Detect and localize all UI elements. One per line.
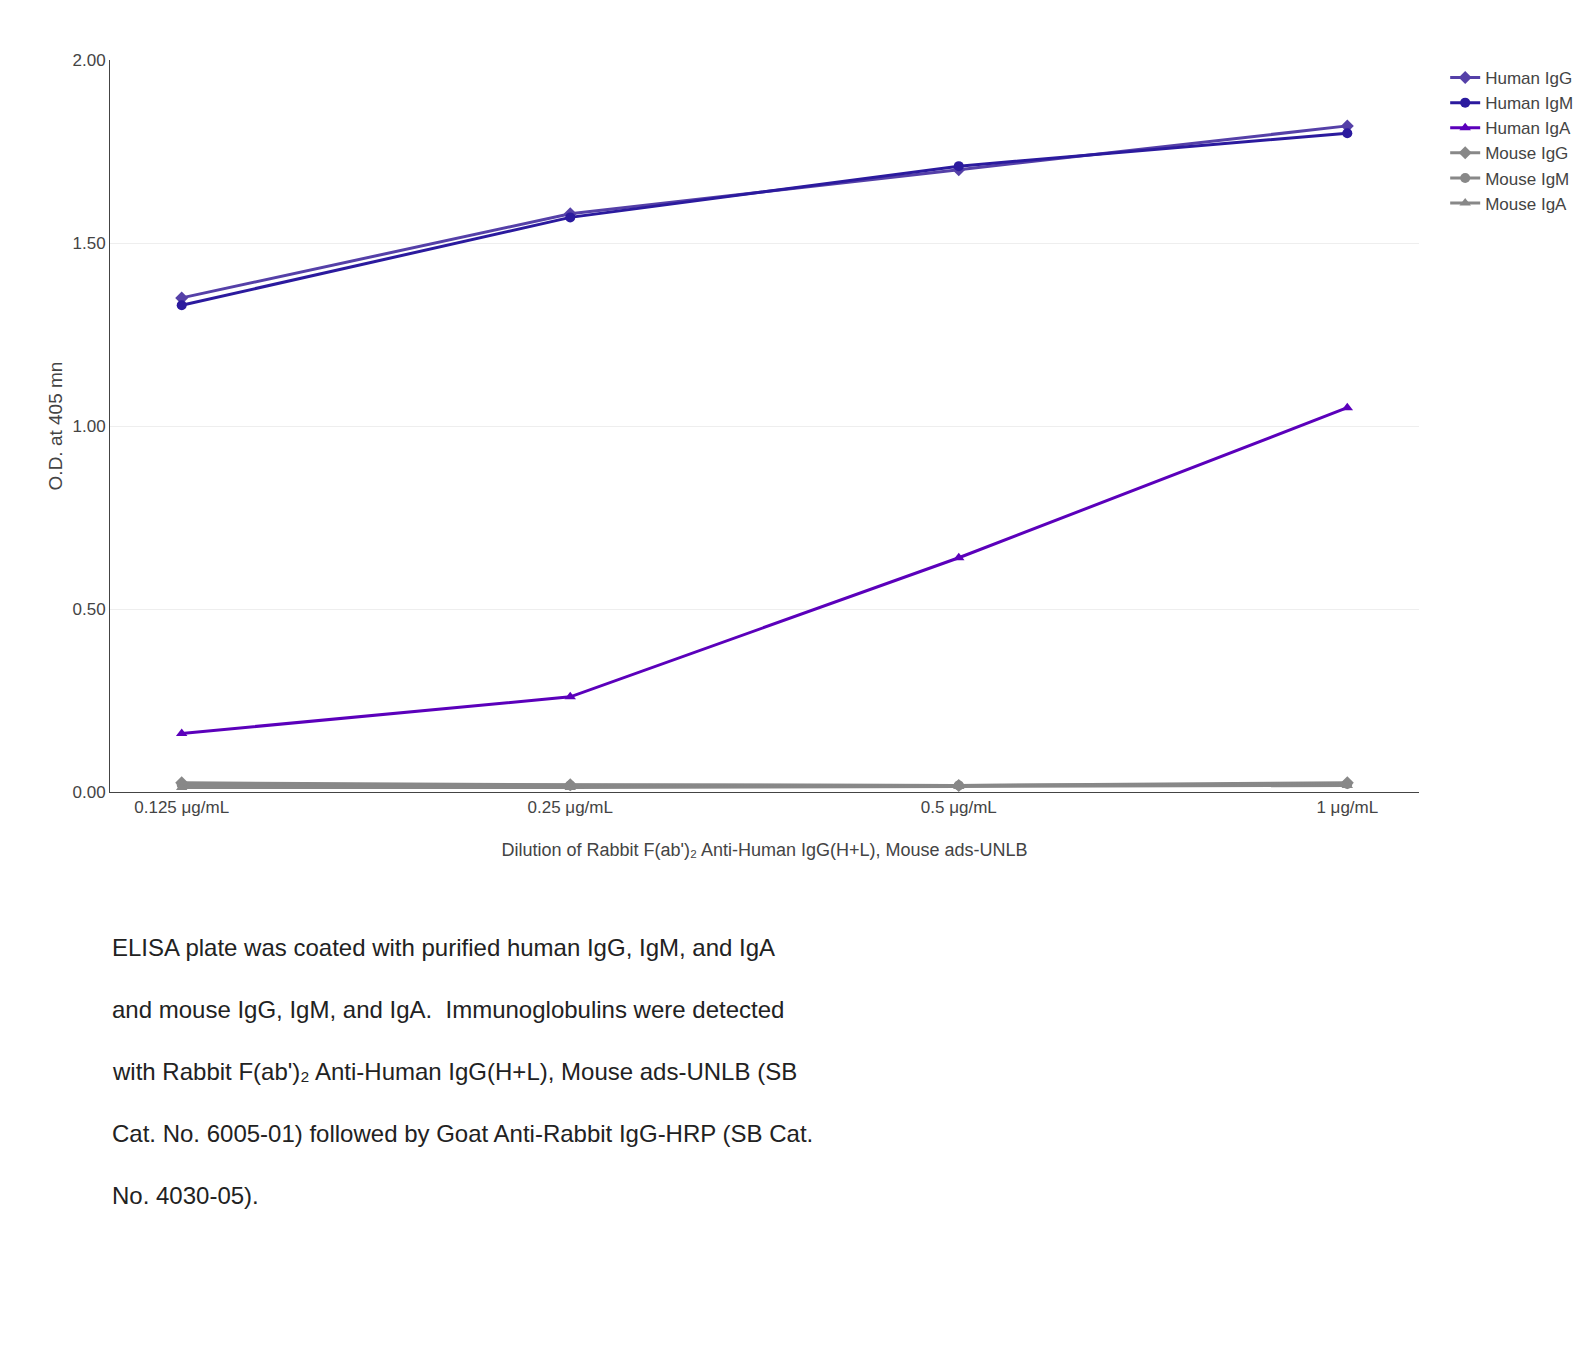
svg-text:Human IgG: Human IgG bbox=[1485, 69, 1572, 88]
svg-text:Dilution of Rabbit F(ab')₂ Ant: Dilution of Rabbit F(ab')₂ Anti-Human Ig… bbox=[501, 840, 1027, 860]
svg-text:ELISA plate was coated with pu: ELISA plate was coated with purified hum… bbox=[112, 934, 775, 961]
svg-text:No. 4030-05).: No. 4030-05). bbox=[112, 1182, 259, 1209]
svg-text:1.00: 1.00 bbox=[73, 417, 106, 436]
svg-text:Human IgA: Human IgA bbox=[1485, 119, 1571, 138]
svg-text:Human IgM: Human IgM bbox=[1485, 94, 1573, 113]
svg-text:with Rabbit F(ab')₂ Anti-Human: with Rabbit F(ab')₂ Anti-Human IgG(H+L),… bbox=[112, 1058, 797, 1085]
svg-text:and mouse IgG, IgM, and IgA.: and mouse IgG, IgM, and IgA. Immunoglobu… bbox=[112, 996, 784, 1023]
svg-text:Cat. No. 6005-01) followed by: Cat. No. 6005-01) followed by Goat Anti-… bbox=[112, 1120, 813, 1147]
svg-text:1 μg/mL: 1 μg/mL bbox=[1316, 798, 1378, 817]
svg-text:0.00: 0.00 bbox=[73, 783, 106, 802]
svg-text:Mouse IgG: Mouse IgG bbox=[1485, 144, 1568, 163]
svg-text:O.D. at 405 mn: O.D. at 405 mn bbox=[45, 362, 66, 491]
svg-text:1.50: 1.50 bbox=[73, 234, 106, 253]
svg-text:Mouse IgA: Mouse IgA bbox=[1485, 195, 1567, 214]
svg-text:0.5 μg/mL: 0.5 μg/mL bbox=[921, 798, 997, 817]
svg-text:0.25 μg/mL: 0.25 μg/mL bbox=[528, 798, 613, 817]
svg-text:0.125 μg/mL: 0.125 μg/mL bbox=[134, 798, 229, 817]
svg-text:0.50: 0.50 bbox=[73, 600, 106, 619]
svg-text:Mouse IgM: Mouse IgM bbox=[1485, 170, 1569, 189]
svg-text:2.00: 2.00 bbox=[73, 51, 106, 70]
